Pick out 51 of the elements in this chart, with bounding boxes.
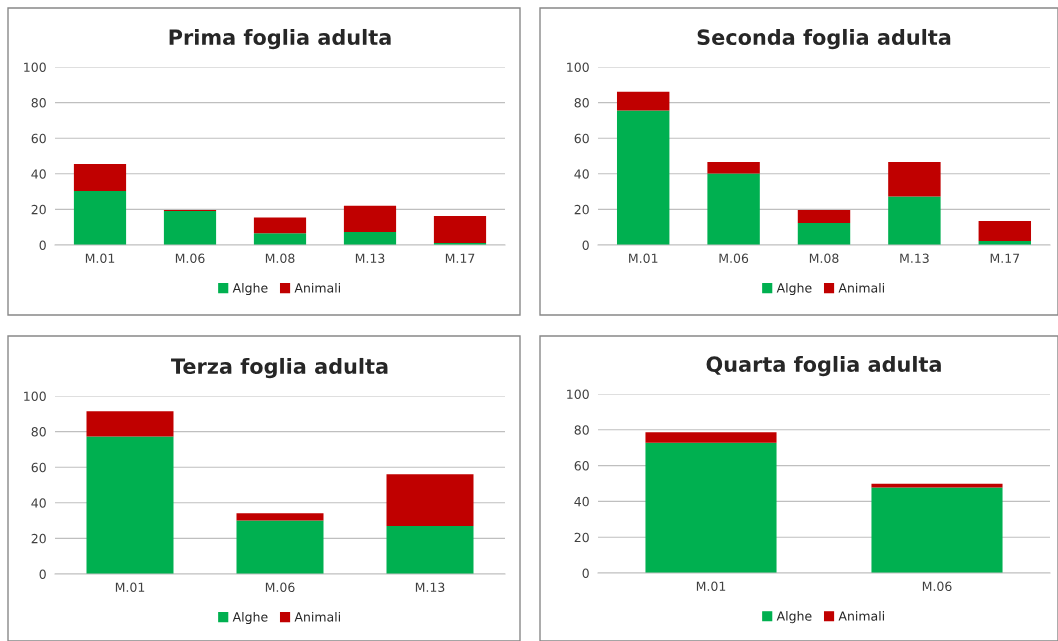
y-tick-label: 40 xyxy=(31,498,46,508)
y-tick-label: 80 xyxy=(574,98,589,108)
y-tick-label: 40 xyxy=(31,169,46,179)
y-tick-label: 100 xyxy=(24,391,46,401)
y-tick-label: 80 xyxy=(574,425,589,435)
chart-title: Quarta foglia adulta xyxy=(706,355,941,377)
x-tick-label: M.17 xyxy=(445,253,475,263)
y-tick-label: 40 xyxy=(574,496,589,507)
y-tick-label: 0 xyxy=(39,569,46,579)
x-tick-label: M.06 xyxy=(175,253,205,264)
y-tick-label: 60 xyxy=(574,461,589,471)
legend-label: Animali xyxy=(294,282,340,293)
x-tick-label: M.06 xyxy=(719,253,749,264)
legend-label: Animali xyxy=(838,282,884,293)
y-tick-label: 20 xyxy=(574,532,589,543)
y-tick-label: 20 xyxy=(31,533,46,544)
y-tick-label: 80 xyxy=(31,98,46,108)
chart-title: Prima foglia adulta xyxy=(169,28,391,50)
y-tick-label: 80 xyxy=(31,427,46,437)
y-tick-label: 100 xyxy=(567,389,589,399)
legend-label: Alghe xyxy=(232,282,268,296)
x-tick-label: M.01 xyxy=(696,581,726,592)
x-tick-label: M.01 xyxy=(629,253,658,264)
x-tick-label: M.13 xyxy=(355,253,385,264)
y-tick-label: 60 xyxy=(31,462,46,473)
x-tick-label: M.06 xyxy=(265,582,295,593)
y-tick-label: 60 xyxy=(574,133,589,144)
y-tick-label: 60 xyxy=(31,133,46,144)
y-tick-label: 0 xyxy=(582,568,589,578)
y-tick-label: 20 xyxy=(574,204,589,215)
chart-title: Seconda foglia adulta xyxy=(697,28,951,50)
y-tick-label: 40 xyxy=(574,169,589,179)
legend-label: Alghe xyxy=(776,611,812,624)
y-tick-label: 20 xyxy=(31,204,46,215)
y-tick-label: 100 xyxy=(567,62,589,72)
x-tick-label: M.08 xyxy=(809,253,839,264)
x-tick-label: M.06 xyxy=(922,581,952,592)
y-tick-label: 100 xyxy=(24,62,46,72)
y-tick-label: 0 xyxy=(582,240,589,250)
x-tick-label: M.01 xyxy=(85,253,115,264)
x-tick-label: M.13 xyxy=(415,582,445,593)
x-tick-label: M.08 xyxy=(265,253,295,264)
y-tick-label: 0 xyxy=(39,240,46,250)
legend-label: Animali xyxy=(838,611,884,621)
legend-label: Alghe xyxy=(232,611,268,625)
x-tick-label: M.01 xyxy=(115,582,145,593)
chart-title: Terza foglia adulta xyxy=(171,357,388,379)
x-tick-label: M.13 xyxy=(900,253,929,264)
legend-label: Animali xyxy=(294,611,340,622)
legend-label: Alghe xyxy=(776,282,812,296)
x-tick-label: M.17 xyxy=(990,253,1020,263)
